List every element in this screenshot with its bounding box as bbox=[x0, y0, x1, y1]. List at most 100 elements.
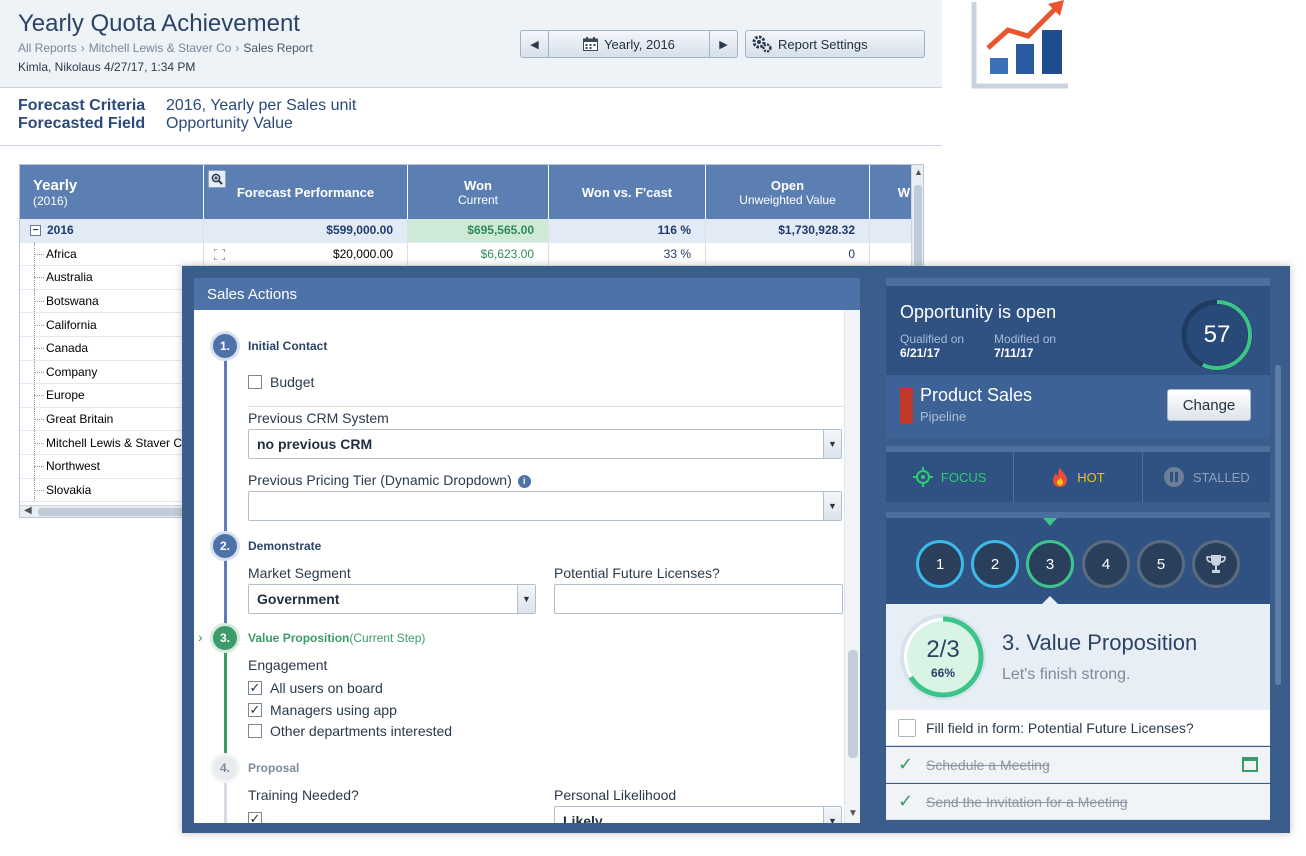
checkbox[interactable] bbox=[248, 724, 262, 738]
tree-connector bbox=[20, 431, 46, 454]
stage-3[interactable]: 3 bbox=[1026, 540, 1074, 588]
row-name: Australia bbox=[46, 270, 93, 285]
pricing-tier-label: Previous Pricing Tier (Dynamic Dropdown)… bbox=[248, 472, 531, 488]
collapse-icon[interactable]: − bbox=[30, 224, 41, 236]
column-subtitle: Unweighted Value bbox=[739, 192, 836, 207]
expand-icon[interactable] bbox=[214, 248, 225, 260]
grid-header-row: Yearly (2016) Forecast Performance Won Cur… bbox=[20, 165, 923, 219]
task-label: Send the Invitation for a Meeting bbox=[926, 793, 1128, 810]
stage-2[interactable]: 2 bbox=[971, 540, 1019, 588]
step-value-proposition[interactable]: 3. Value Proposition(Current Step) bbox=[210, 623, 425, 653]
chevron-down-icon[interactable]: ▼ bbox=[517, 585, 535, 613]
step-number: 2. bbox=[210, 531, 240, 561]
checkbox-checked[interactable]: ✓ bbox=[248, 702, 262, 717]
checkbox[interactable] bbox=[898, 718, 916, 737]
column-header-won[interactable]: Won Current bbox=[408, 165, 549, 219]
engagement-option[interactable]: ✓ Managers using app bbox=[248, 702, 397, 718]
pricing-tier-select[interactable]: ▼ bbox=[248, 491, 842, 521]
stage-5[interactable]: 5 bbox=[1137, 540, 1185, 588]
breadcrumb-all-reports[interactable]: All Reports bbox=[18, 41, 77, 55]
scroll-left-icon[interactable]: ◀ bbox=[24, 505, 32, 516]
scroll-thumb[interactable] bbox=[848, 650, 858, 758]
calendar-icon[interactable] bbox=[1242, 757, 1258, 772]
form-scrollbar[interactable]: ▼ bbox=[844, 310, 860, 823]
task-item[interactable]: Fill field in form: Potential Future Lic… bbox=[886, 710, 1270, 746]
previous-crm-select[interactable]: no previous CRM ▼ bbox=[248, 429, 842, 459]
column-header-forecast[interactable]: Forecast Performance bbox=[204, 165, 408, 219]
column-title: W bbox=[897, 184, 910, 200]
stage-4[interactable]: 4 bbox=[1082, 540, 1130, 588]
step-initial-contact[interactable]: 1. Initial Contact bbox=[210, 331, 327, 361]
checkbox-label: Managers using app bbox=[270, 702, 397, 718]
task-item-done[interactable]: ✓ Send the Invitation for a Meeting bbox=[886, 784, 1270, 820]
hot-toggle[interactable]: HOT bbox=[1014, 452, 1143, 502]
tree-connector bbox=[20, 407, 46, 431]
period-selector[interactable]: Yearly, 2016 bbox=[549, 31, 709, 57]
breadcrumb: All Reports › Mitchell Lewis & Staver Co › S… bbox=[18, 41, 313, 55]
chevron-down-icon[interactable]: ▼ bbox=[823, 430, 841, 458]
table-row[interactable]: Africa $20,000.00 $6,623.00 33 % 0 bbox=[20, 242, 923, 267]
score-gauge: 57 bbox=[1180, 298, 1254, 372]
column-header-yearly[interactable]: Yearly (2016) bbox=[20, 165, 204, 219]
tree-connector bbox=[20, 266, 46, 289]
checkbox-checked[interactable]: ✓ bbox=[248, 812, 262, 823]
step-title: Initial Contact bbox=[248, 339, 328, 353]
tree-connector bbox=[20, 384, 46, 407]
info-icon[interactable]: i bbox=[517, 474, 531, 488]
sidebar-scrollbar[interactable] bbox=[1275, 280, 1281, 825]
personal-likelihood-select[interactable]: Likely ▼ bbox=[554, 806, 842, 823]
tree-connector bbox=[20, 360, 46, 384]
table-row-total[interactable]: −2016 $599,000.00 $695,565.00 116 % $1,7… bbox=[20, 219, 923, 243]
cell-forecast: $20,000.00 bbox=[332, 246, 393, 261]
row-name: Europe bbox=[46, 388, 85, 403]
engagement-option[interactable]: Other departments interested bbox=[248, 723, 452, 739]
stalled-toggle[interactable]: STALLED bbox=[1143, 452, 1270, 502]
scroll-thumb[interactable] bbox=[1275, 365, 1281, 685]
value-proposition-card: 2/3 66% 3. Value Proposition Let's finis… bbox=[886, 604, 1270, 710]
period-label: Yearly, 2016 bbox=[604, 36, 675, 52]
engagement-option[interactable]: ✓ All users on board bbox=[248, 680, 383, 696]
row-name: Botswana bbox=[46, 294, 99, 309]
stage-progress: 1 2 3 4 5 bbox=[886, 512, 1270, 604]
previous-crm-label: Previous CRM System bbox=[248, 410, 389, 426]
budget-checkbox[interactable]: Budget bbox=[248, 374, 314, 390]
current-step-tag: (Current Step) bbox=[349, 631, 426, 645]
pause-icon bbox=[1163, 467, 1184, 487]
column-header-won-vs-forecast[interactable]: Won vs. F'cast bbox=[549, 165, 706, 219]
zoom-icon[interactable] bbox=[208, 170, 226, 188]
checkbox-checked[interactable]: ✓ bbox=[248, 680, 262, 695]
scroll-down-icon[interactable]: ▼ bbox=[848, 808, 858, 819]
previous-period-button[interactable]: ◀ bbox=[521, 31, 549, 57]
step-proposal[interactable]: 4. Proposal bbox=[210, 753, 299, 783]
task-label: Fill field in form: Potential Future Lic… bbox=[926, 719, 1194, 736]
pipeline-label: Pipeline bbox=[920, 409, 967, 424]
step-demonstrate[interactable]: 2. Demonstrate bbox=[210, 531, 321, 561]
training-needed-checkbox[interactable]: ✓ bbox=[248, 812, 262, 823]
column-header-open[interactable]: Open Unweighted Value bbox=[706, 165, 870, 219]
focus-toggle[interactable]: FOCUS bbox=[886, 452, 1015, 502]
column-header-partial[interactable]: W bbox=[870, 165, 913, 219]
change-button[interactable]: Change bbox=[1167, 389, 1251, 421]
progress-fraction: 2/3 bbox=[926, 636, 960, 663]
stage-1[interactable]: 1 bbox=[916, 540, 964, 588]
stage-won[interactable] bbox=[1192, 540, 1240, 588]
flame-icon bbox=[1053, 467, 1068, 487]
breadcrumb-company[interactable]: Mitchell Lewis & Staver Co bbox=[88, 41, 232, 55]
scroll-up-icon[interactable]: ▲ bbox=[914, 167, 923, 177]
chevron-down-icon[interactable]: ▼ bbox=[823, 492, 841, 520]
report-settings-button[interactable]: Report Settings bbox=[745, 30, 925, 58]
checkbox[interactable] bbox=[248, 375, 262, 389]
chevron-down-icon[interactable]: ▼ bbox=[823, 807, 841, 823]
tree-connector bbox=[20, 478, 46, 502]
market-segment-select[interactable]: Government ▼ bbox=[248, 584, 536, 614]
scroll-thumb[interactable] bbox=[38, 508, 188, 516]
progress-percent: 66% bbox=[930, 666, 956, 680]
modified-label: Modified on bbox=[994, 332, 1057, 346]
cell-empty bbox=[870, 219, 913, 242]
task-item-done[interactable]: ✓ Schedule a Meeting bbox=[886, 747, 1270, 783]
pipeline-color-indicator bbox=[900, 388, 913, 424]
stage-subtitle: Let's finish strong. bbox=[1002, 666, 1131, 683]
future-licenses-input[interactable] bbox=[554, 584, 843, 614]
next-period-button[interactable]: ▶ bbox=[709, 31, 737, 57]
sales-actions-form: Sales Actions 1. Initial Contact Budget … bbox=[194, 278, 860, 823]
